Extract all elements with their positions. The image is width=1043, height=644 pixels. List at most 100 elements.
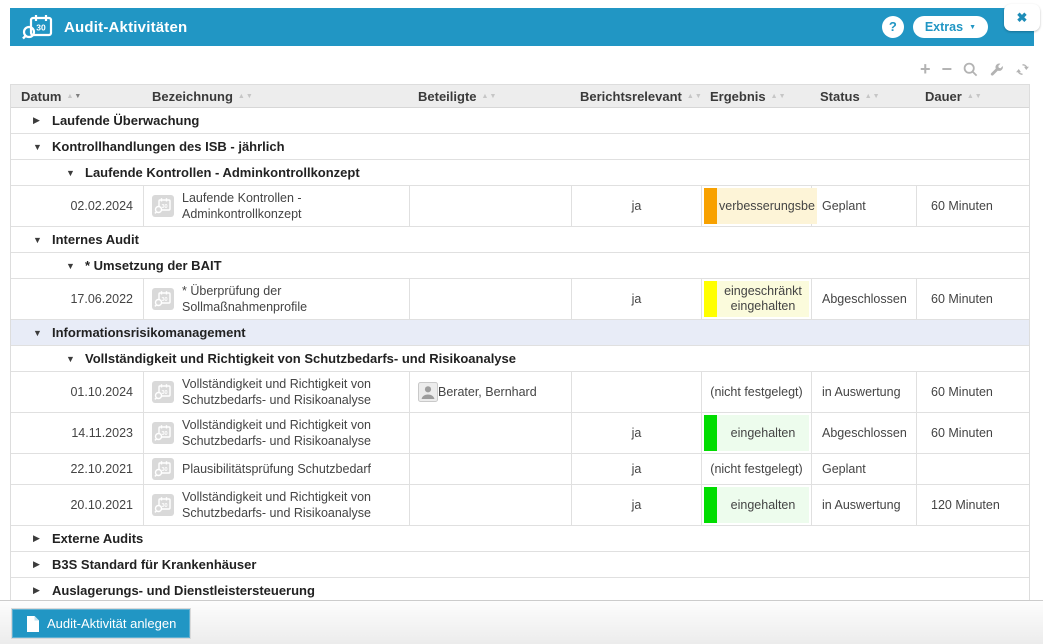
- group-row[interactable]: ▼ Internes Audit: [11, 227, 1029, 253]
- column-header-datum[interactable]: Datum ▲ ▼: [11, 85, 144, 107]
- sort-icons[interactable]: ▲ ▼: [967, 93, 982, 100]
- sort-asc-icon[interactable]: ▲: [864, 92, 872, 100]
- svg-text:30: 30: [161, 297, 167, 303]
- participant-name: Berater, Bernhard: [438, 385, 537, 399]
- audit-activity-icon: 30: [152, 288, 174, 310]
- collapse-caret-icon[interactable]: ▼: [66, 353, 75, 364]
- group-label: Informationsrisikomanagement: [52, 325, 246, 340]
- cell-berichtsrelevant: [572, 372, 702, 412]
- activity-row[interactable]: 17.06.2022 30 * Überprüfung der Sollmaßnah…: [11, 279, 1029, 320]
- sort-desc-icon[interactable]: ▼: [489, 92, 497, 100]
- cell-bezeichnung[interactable]: 30 * Überprüfung der Sollmaßnahmenprofile: [144, 279, 410, 319]
- help-button[interactable]: ?: [881, 16, 904, 38]
- activity-row[interactable]: 20.10.2021 30 Vollständigkeit und Richtigk…: [11, 485, 1029, 526]
- sort-desc-icon[interactable]: ▼: [694, 92, 702, 100]
- cell-ergebnis: verbesserungsbe: [702, 186, 817, 226]
- group-row[interactable]: ▶ B3S Standard für Krankenhäuser: [11, 552, 1029, 578]
- cell-bezeichnung[interactable]: 30 Vollständigkeit und Richtigkeit von Sc…: [144, 485, 410, 525]
- sort-asc-icon[interactable]: ▲: [481, 92, 489, 100]
- cell-beteiligte: [410, 186, 572, 226]
- activity-row[interactable]: 02.02.2024 30 Laufende Kontrollen - Admink…: [11, 186, 1029, 227]
- window-titlebar: 30 Audit-Aktivitäten ? Extras ▼: [10, 8, 1034, 46]
- sort-desc-icon[interactable]: ▼: [872, 92, 880, 100]
- collapse-caret-icon[interactable]: ▼: [33, 234, 42, 245]
- refresh-icon[interactable]: [1015, 62, 1030, 77]
- remove-icon[interactable]: −: [941, 59, 952, 79]
- group-row[interactable]: ▼ Laufende Kontrollen - Adminkontrollkonz…: [11, 160, 1029, 186]
- cell-bezeichnung[interactable]: 30 Laufende Kontrollen - Adminkontrollkon…: [144, 186, 410, 226]
- collapse-caret-icon[interactable]: ▼: [66, 260, 75, 271]
- column-header-bet[interactable]: Beteiligte ▲ ▼: [410, 85, 572, 107]
- column-header-bez[interactable]: Bezeichnung ▲ ▼: [144, 85, 410, 107]
- search-icon[interactable]: [963, 62, 978, 77]
- cell-beteiligte: [410, 413, 572, 453]
- group-label: Kontrollhandlungen des ISB - jährlich: [52, 139, 285, 154]
- sort-icons[interactable]: ▲ ▼: [771, 93, 786, 100]
- extras-button[interactable]: Extras ▼: [912, 16, 988, 38]
- collapse-caret-icon[interactable]: ▼: [33, 141, 42, 152]
- cell-datum: 17.06.2022: [11, 279, 144, 319]
- add-icon[interactable]: +: [919, 59, 931, 79]
- activity-row[interactable]: 01.10.2024 30 Vollständigkeit und Richtigk…: [11, 372, 1029, 413]
- sort-desc-icon[interactable]: ▼: [778, 92, 786, 100]
- sort-icons[interactable]: ▲ ▼: [238, 93, 253, 100]
- group-label: Laufende Kontrollen - Adminkontrollkonze…: [85, 165, 360, 180]
- audit-activity-icon: 30: [152, 195, 174, 217]
- create-audit-activity-button[interactable]: Audit-Aktivität anlegen: [12, 609, 191, 638]
- collapse-caret-icon[interactable]: ▼: [33, 327, 42, 338]
- cell-datum: 20.10.2021: [11, 485, 144, 525]
- sort-desc-icon[interactable]: ▼: [245, 92, 253, 100]
- activity-row[interactable]: 22.10.2021 30 Plausibilitätsprüfung Schutz…: [11, 454, 1029, 485]
- column-header-ber[interactable]: Berichtsrelevant ▲ ▼: [572, 85, 702, 107]
- audit-calendar-search-icon: 30: [22, 13, 54, 41]
- cell-ergebnis: eingeschränkt eingehalten: [702, 279, 812, 319]
- close-button[interactable]: ✖: [1004, 4, 1040, 31]
- collapse-caret-icon[interactable]: ▼: [66, 167, 75, 178]
- sort-asc-icon[interactable]: ▲: [66, 92, 74, 100]
- sort-icons[interactable]: ▲ ▼: [865, 93, 880, 100]
- expand-caret-icon[interactable]: ▶: [33, 559, 40, 569]
- column-header-status[interactable]: Status ▲ ▼: [812, 85, 917, 107]
- cell-ergebnis: eingehalten: [702, 413, 812, 453]
- result-text: (nicht festgelegt): [710, 385, 803, 399]
- group-row[interactable]: ▼ Kontrollhandlungen des ISB - jährlich: [11, 134, 1029, 160]
- sort-asc-icon[interactable]: ▲: [237, 92, 245, 100]
- group-row[interactable]: ▶ Auslagerungs- und Dienstleistersteuerun…: [11, 578, 1029, 600]
- expand-caret-icon[interactable]: ▶: [33, 533, 40, 543]
- wrench-icon[interactable]: [989, 62, 1004, 77]
- sort-asc-icon[interactable]: ▲: [770, 92, 778, 100]
- result-badge: eingehalten: [704, 487, 809, 523]
- sort-asc-icon[interactable]: ▲: [686, 92, 694, 100]
- cell-bezeichnung[interactable]: 30 Plausibilitätsprüfung Schutzbedarf: [144, 454, 410, 484]
- result-color-bar: [704, 487, 717, 523]
- page-title: Audit-Aktivitäten: [64, 18, 188, 36]
- sort-icons[interactable]: ▲ ▼: [687, 93, 702, 100]
- expand-caret-icon[interactable]: ▶: [33, 585, 40, 595]
- cell-dauer: 60 Minuten: [931, 199, 993, 213]
- cell-bezeichnung[interactable]: 30 Vollständigkeit und Richtigkeit von Sc…: [144, 372, 410, 412]
- sort-icons[interactable]: ▲ ▼: [66, 93, 81, 100]
- sort-asc-icon[interactable]: ▲: [966, 92, 974, 100]
- person-icon: [418, 382, 438, 402]
- expand-caret-icon[interactable]: ▶: [33, 115, 40, 125]
- column-label: Status: [820, 88, 860, 104]
- audit-activities-table: Datum ▲ ▼ Bezeichnung ▲ ▼ Beteiligte ▲ ▼ Berichts…: [10, 84, 1030, 600]
- sort-desc-icon[interactable]: ▼: [74, 92, 82, 100]
- group-row[interactable]: ▶ Laufende Überwachung: [11, 108, 1029, 134]
- sort-desc-icon[interactable]: ▼: [974, 92, 982, 100]
- activity-row[interactable]: 14.11.2023 30 Vollständigkeit und Richtigk…: [11, 413, 1029, 454]
- column-header-dauer[interactable]: Dauer ▲ ▼: [917, 85, 1029, 107]
- cell-bezeichnung[interactable]: 30 Vollständigkeit und Richtigkeit von Sc…: [144, 413, 410, 453]
- activity-title: Plausibilitätsprüfung Schutzbedarf: [182, 462, 372, 476]
- column-label: Berichtsrelevant: [580, 88, 682, 104]
- group-row[interactable]: ▼ Vollständigkeit und Richtigkeit von Sch…: [11, 346, 1029, 372]
- table-toolbar: + −: [10, 58, 1030, 80]
- column-header-erg[interactable]: Ergebnis ▲ ▼: [702, 85, 812, 107]
- sort-icons[interactable]: ▲ ▼: [482, 93, 497, 100]
- group-row[interactable]: ▶ Externe Audits: [11, 526, 1029, 552]
- svg-text:30: 30: [161, 431, 167, 437]
- group-row[interactable]: ▼ Informationsrisikomanagement: [11, 320, 1029, 346]
- group-row[interactable]: ▼ * Umsetzung der BAIT: [11, 253, 1029, 279]
- document-icon: [26, 615, 39, 632]
- cell-berichtsrelevant: ja: [572, 454, 702, 484]
